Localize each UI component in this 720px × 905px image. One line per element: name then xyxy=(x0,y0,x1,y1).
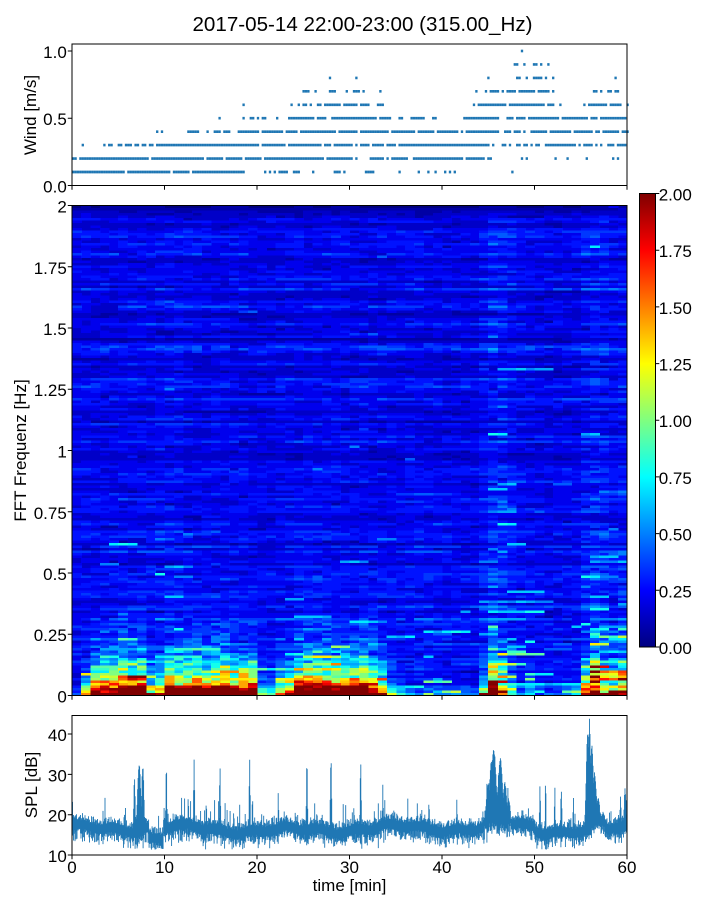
svg-text:40: 40 xyxy=(433,858,452,877)
svg-text:0.00: 0.00 xyxy=(659,639,692,658)
svg-text:0.25: 0.25 xyxy=(659,582,692,601)
svg-text:time [min]: time [min] xyxy=(313,876,387,895)
svg-text:0.75: 0.75 xyxy=(34,504,67,523)
svg-text:40: 40 xyxy=(48,726,67,745)
svg-text:1.75: 1.75 xyxy=(34,259,67,278)
svg-text:2: 2 xyxy=(57,198,66,217)
svg-text:1.00: 1.00 xyxy=(659,412,692,431)
svg-text:20: 20 xyxy=(248,858,267,877)
svg-text:0: 0 xyxy=(57,688,66,707)
svg-text:Wind [m/s]: Wind [m/s] xyxy=(21,75,40,155)
svg-text:10: 10 xyxy=(155,858,174,877)
svg-text:10: 10 xyxy=(48,847,67,866)
svg-text:60: 60 xyxy=(618,858,637,877)
svg-text:2.00: 2.00 xyxy=(659,186,692,205)
svg-text:0.75: 0.75 xyxy=(659,469,692,488)
svg-text:1.25: 1.25 xyxy=(659,356,692,375)
svg-text:1.0: 1.0 xyxy=(43,43,67,62)
svg-text:SPL [dB]: SPL [dB] xyxy=(22,752,41,818)
svg-text:0.5: 0.5 xyxy=(43,565,67,584)
svg-text:0.50: 0.50 xyxy=(659,526,692,545)
svg-text:30: 30 xyxy=(340,858,359,877)
svg-text:FFT Frequenz [Hz]: FFT Frequenz [Hz] xyxy=(11,379,30,521)
svg-text:1.5: 1.5 xyxy=(43,320,67,339)
svg-text:20: 20 xyxy=(48,807,67,826)
svg-text:30: 30 xyxy=(48,766,67,785)
svg-text:50: 50 xyxy=(525,858,544,877)
svg-text:0.0: 0.0 xyxy=(43,178,67,197)
svg-text:1.50: 1.50 xyxy=(659,299,692,318)
svg-text:1: 1 xyxy=(57,443,66,462)
svg-text:0: 0 xyxy=(67,858,76,877)
svg-text:1.25: 1.25 xyxy=(34,381,67,400)
svg-text:2017-05-14 22:00-23:00 (315.00: 2017-05-14 22:00-23:00 (315.00_Hz) xyxy=(192,13,532,36)
svg-text:1.75: 1.75 xyxy=(659,242,692,261)
svg-text:0.25: 0.25 xyxy=(34,626,67,645)
svg-text:0.5: 0.5 xyxy=(43,110,67,129)
